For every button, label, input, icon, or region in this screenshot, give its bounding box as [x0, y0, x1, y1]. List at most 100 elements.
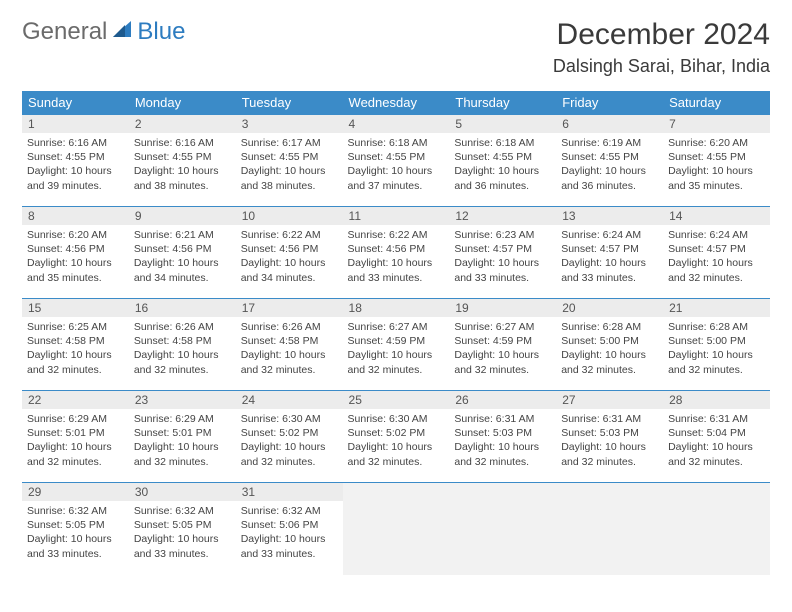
day-number: 29 [22, 483, 129, 501]
day-info: Sunrise: 6:29 AMSunset: 5:01 PMDaylight:… [129, 409, 236, 473]
day-number: 2 [129, 115, 236, 133]
day-cell: 20Sunrise: 6:28 AMSunset: 5:00 PMDayligh… [556, 299, 663, 391]
empty-cell [556, 483, 663, 575]
day-cell: 29Sunrise: 6:32 AMSunset: 5:05 PMDayligh… [22, 483, 129, 575]
day-number: 6 [556, 115, 663, 133]
month-title: December 2024 [553, 18, 770, 52]
day-cell: 13Sunrise: 6:24 AMSunset: 4:57 PMDayligh… [556, 207, 663, 299]
day-info: Sunrise: 6:32 AMSunset: 5:06 PMDaylight:… [236, 501, 343, 565]
empty-cell [343, 483, 450, 575]
weekday-header: Tuesday [236, 91, 343, 115]
day-cell: 27Sunrise: 6:31 AMSunset: 5:03 PMDayligh… [556, 391, 663, 483]
day-cell: 2Sunrise: 6:16 AMSunset: 4:55 PMDaylight… [129, 115, 236, 207]
day-cell: 16Sunrise: 6:26 AMSunset: 4:58 PMDayligh… [129, 299, 236, 391]
calendar-row: 15Sunrise: 6:25 AMSunset: 4:58 PMDayligh… [22, 299, 770, 391]
day-cell: 12Sunrise: 6:23 AMSunset: 4:57 PMDayligh… [449, 207, 556, 299]
day-info: Sunrise: 6:28 AMSunset: 5:00 PMDaylight:… [556, 317, 663, 381]
day-cell: 10Sunrise: 6:22 AMSunset: 4:56 PMDayligh… [236, 207, 343, 299]
day-number: 1 [22, 115, 129, 133]
day-number: 21 [663, 299, 770, 317]
day-info: Sunrise: 6:20 AMSunset: 4:55 PMDaylight:… [663, 133, 770, 197]
calendar-head: SundayMondayTuesdayWednesdayThursdayFrid… [22, 91, 770, 115]
day-number: 17 [236, 299, 343, 317]
day-cell: 22Sunrise: 6:29 AMSunset: 5:01 PMDayligh… [22, 391, 129, 483]
day-info: Sunrise: 6:22 AMSunset: 4:56 PMDaylight:… [343, 225, 450, 289]
title-block: December 2024 Dalsingh Sarai, Bihar, Ind… [553, 18, 770, 77]
day-info: Sunrise: 6:26 AMSunset: 4:58 PMDaylight:… [236, 317, 343, 381]
day-cell: 25Sunrise: 6:30 AMSunset: 5:02 PMDayligh… [343, 391, 450, 483]
day-number: 13 [556, 207, 663, 225]
day-cell: 14Sunrise: 6:24 AMSunset: 4:57 PMDayligh… [663, 207, 770, 299]
day-cell: 7Sunrise: 6:20 AMSunset: 4:55 PMDaylight… [663, 115, 770, 207]
day-number: 26 [449, 391, 556, 409]
day-cell: 24Sunrise: 6:30 AMSunset: 5:02 PMDayligh… [236, 391, 343, 483]
day-number: 28 [663, 391, 770, 409]
day-number: 15 [22, 299, 129, 317]
day-number: 9 [129, 207, 236, 225]
day-cell: 23Sunrise: 6:29 AMSunset: 5:01 PMDayligh… [129, 391, 236, 483]
day-number: 30 [129, 483, 236, 501]
day-number: 31 [236, 483, 343, 501]
day-info: Sunrise: 6:27 AMSunset: 4:59 PMDaylight:… [343, 317, 450, 381]
day-info: Sunrise: 6:18 AMSunset: 4:55 PMDaylight:… [343, 133, 450, 197]
location: Dalsingh Sarai, Bihar, India [553, 56, 770, 77]
day-cell: 17Sunrise: 6:26 AMSunset: 4:58 PMDayligh… [236, 299, 343, 391]
calendar-row: 29Sunrise: 6:32 AMSunset: 5:05 PMDayligh… [22, 483, 770, 575]
day-info: Sunrise: 6:32 AMSunset: 5:05 PMDaylight:… [129, 501, 236, 565]
day-cell: 19Sunrise: 6:27 AMSunset: 4:59 PMDayligh… [449, 299, 556, 391]
calendar-row: 1Sunrise: 6:16 AMSunset: 4:55 PMDaylight… [22, 115, 770, 207]
day-number: 24 [236, 391, 343, 409]
day-cell: 28Sunrise: 6:31 AMSunset: 5:04 PMDayligh… [663, 391, 770, 483]
day-info: Sunrise: 6:31 AMSunset: 5:03 PMDaylight:… [449, 409, 556, 473]
weekday-header: Thursday [449, 91, 556, 115]
day-info: Sunrise: 6:16 AMSunset: 4:55 PMDaylight:… [129, 133, 236, 197]
day-info: Sunrise: 6:31 AMSunset: 5:03 PMDaylight:… [556, 409, 663, 473]
day-cell: 31Sunrise: 6:32 AMSunset: 5:06 PMDayligh… [236, 483, 343, 575]
calendar-body: 1Sunrise: 6:16 AMSunset: 4:55 PMDaylight… [22, 115, 770, 575]
day-number: 14 [663, 207, 770, 225]
calendar-table: SundayMondayTuesdayWednesdayThursdayFrid… [22, 91, 770, 575]
day-info: Sunrise: 6:28 AMSunset: 5:00 PMDaylight:… [663, 317, 770, 381]
day-number: 10 [236, 207, 343, 225]
empty-cell [449, 483, 556, 575]
day-number: 7 [663, 115, 770, 133]
day-number: 19 [449, 299, 556, 317]
day-cell: 18Sunrise: 6:27 AMSunset: 4:59 PMDayligh… [343, 299, 450, 391]
logo-text-blue: Blue [137, 18, 185, 46]
day-info: Sunrise: 6:30 AMSunset: 5:02 PMDaylight:… [236, 409, 343, 473]
day-info: Sunrise: 6:18 AMSunset: 4:55 PMDaylight:… [449, 133, 556, 197]
day-cell: 21Sunrise: 6:28 AMSunset: 5:00 PMDayligh… [663, 299, 770, 391]
day-number: 22 [22, 391, 129, 409]
logo-text-general: General [22, 18, 107, 46]
day-info: Sunrise: 6:31 AMSunset: 5:04 PMDaylight:… [663, 409, 770, 473]
header: General Blue December 2024 Dalsingh Sara… [22, 18, 770, 77]
day-info: Sunrise: 6:32 AMSunset: 5:05 PMDaylight:… [22, 501, 129, 565]
day-info: Sunrise: 6:21 AMSunset: 4:56 PMDaylight:… [129, 225, 236, 289]
empty-cell [663, 483, 770, 575]
day-number: 12 [449, 207, 556, 225]
day-cell: 4Sunrise: 6:18 AMSunset: 4:55 PMDaylight… [343, 115, 450, 207]
weekday-row: SundayMondayTuesdayWednesdayThursdayFrid… [22, 91, 770, 115]
weekday-header: Wednesday [343, 91, 450, 115]
day-number: 20 [556, 299, 663, 317]
day-cell: 5Sunrise: 6:18 AMSunset: 4:55 PMDaylight… [449, 115, 556, 207]
day-number: 5 [449, 115, 556, 133]
weekday-header: Sunday [22, 91, 129, 115]
day-number: 23 [129, 391, 236, 409]
day-number: 4 [343, 115, 450, 133]
day-info: Sunrise: 6:20 AMSunset: 4:56 PMDaylight:… [22, 225, 129, 289]
day-number: 11 [343, 207, 450, 225]
day-number: 25 [343, 391, 450, 409]
day-info: Sunrise: 6:30 AMSunset: 5:02 PMDaylight:… [343, 409, 450, 473]
day-info: Sunrise: 6:16 AMSunset: 4:55 PMDaylight:… [22, 133, 129, 197]
day-info: Sunrise: 6:23 AMSunset: 4:57 PMDaylight:… [449, 225, 556, 289]
day-info: Sunrise: 6:17 AMSunset: 4:55 PMDaylight:… [236, 133, 343, 197]
weekday-header: Saturday [663, 91, 770, 115]
day-cell: 3Sunrise: 6:17 AMSunset: 4:55 PMDaylight… [236, 115, 343, 207]
day-info: Sunrise: 6:25 AMSunset: 4:58 PMDaylight:… [22, 317, 129, 381]
day-number: 18 [343, 299, 450, 317]
day-number: 3 [236, 115, 343, 133]
day-cell: 9Sunrise: 6:21 AMSunset: 4:56 PMDaylight… [129, 207, 236, 299]
logo: General Blue [22, 18, 185, 46]
day-info: Sunrise: 6:19 AMSunset: 4:55 PMDaylight:… [556, 133, 663, 197]
